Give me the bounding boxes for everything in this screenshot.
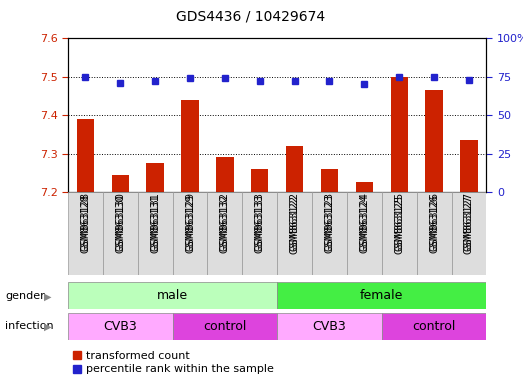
FancyBboxPatch shape [347, 192, 382, 275]
Text: ▶: ▶ [44, 322, 51, 332]
FancyBboxPatch shape [103, 192, 138, 275]
Text: GSM863132: GSM863132 [220, 194, 230, 253]
Text: GSM863123: GSM863123 [324, 194, 335, 253]
FancyBboxPatch shape [277, 313, 382, 340]
Text: GSM863128: GSM863128 [81, 194, 90, 253]
FancyBboxPatch shape [312, 192, 347, 275]
Text: GSM863129: GSM863129 [185, 192, 195, 251]
Text: GSM863133: GSM863133 [255, 194, 265, 253]
Text: GSM863127: GSM863127 [464, 194, 474, 253]
Legend: transformed count, percentile rank within the sample: transformed count, percentile rank withi… [74, 351, 274, 374]
Bar [181, 100, 199, 192]
FancyBboxPatch shape [382, 192, 417, 275]
Text: gender: gender [5, 291, 45, 301]
FancyBboxPatch shape [208, 192, 242, 275]
Text: GSM863125: GSM863125 [394, 192, 404, 251]
Text: GSM863128: GSM863128 [81, 192, 90, 251]
Bar [251, 169, 268, 192]
Text: infection: infection [5, 321, 54, 331]
FancyBboxPatch shape [451, 192, 486, 275]
Text: GSM863131: GSM863131 [150, 194, 160, 253]
Text: GDS4436 / 10429674: GDS4436 / 10429674 [176, 9, 326, 23]
Text: GSM863126: GSM863126 [429, 192, 439, 251]
Bar [460, 140, 477, 192]
Bar [356, 182, 373, 192]
FancyBboxPatch shape [68, 313, 173, 340]
FancyBboxPatch shape [277, 282, 486, 309]
Text: GSM863133: GSM863133 [255, 192, 265, 251]
FancyBboxPatch shape [277, 192, 312, 275]
FancyBboxPatch shape [173, 192, 208, 275]
Text: GSM863124: GSM863124 [359, 192, 369, 251]
Text: GSM863130: GSM863130 [115, 194, 126, 253]
Text: ▶: ▶ [44, 291, 51, 301]
Bar [425, 90, 443, 192]
FancyBboxPatch shape [417, 192, 451, 275]
FancyBboxPatch shape [382, 313, 486, 340]
Text: GSM863127: GSM863127 [464, 192, 474, 251]
Text: CVB3: CVB3 [313, 320, 346, 333]
Text: GSM863125: GSM863125 [394, 194, 404, 253]
Text: GSM863122: GSM863122 [290, 194, 300, 253]
FancyBboxPatch shape [173, 313, 277, 340]
Text: GSM863123: GSM863123 [324, 192, 335, 251]
Text: GSM863122: GSM863122 [290, 192, 300, 251]
Text: female: female [360, 289, 403, 302]
FancyBboxPatch shape [68, 282, 277, 309]
Bar [321, 169, 338, 192]
Text: control: control [203, 320, 246, 333]
Bar [286, 146, 303, 192]
Text: CVB3: CVB3 [104, 320, 137, 333]
Bar [146, 163, 164, 192]
Text: GSM863126: GSM863126 [429, 194, 439, 253]
Text: GSM863124: GSM863124 [359, 194, 369, 253]
FancyBboxPatch shape [68, 192, 103, 275]
Bar [391, 77, 408, 192]
Bar [216, 157, 234, 192]
Text: GSM863130: GSM863130 [115, 192, 126, 251]
Bar [111, 175, 129, 192]
Text: GSM863131: GSM863131 [150, 192, 160, 251]
FancyBboxPatch shape [242, 192, 277, 275]
Text: GSM863132: GSM863132 [220, 192, 230, 251]
Bar [77, 119, 94, 192]
Text: control: control [413, 320, 456, 333]
Text: GSM863129: GSM863129 [185, 194, 195, 253]
FancyBboxPatch shape [138, 192, 173, 275]
Text: male: male [157, 289, 188, 302]
